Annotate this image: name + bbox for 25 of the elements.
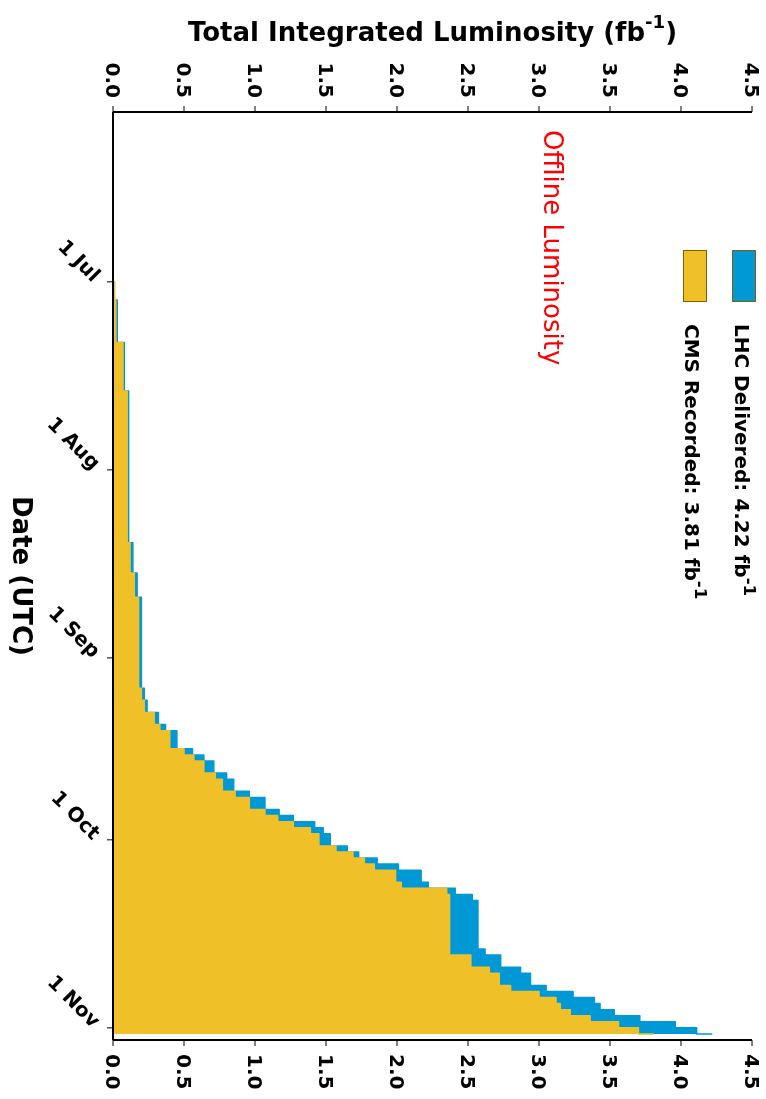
x2-tick-label: 0.0 [101,62,125,98]
x2-tick-label: 4.5 [740,62,764,98]
x-tick-label: 2.0 [385,1054,409,1090]
x-tick-label: 3.0 [527,1054,551,1090]
y-tick-label: 1 Oct [46,785,106,845]
x2-tick-label: 3.5 [598,62,622,98]
x-tick-label: 1.5 [314,1054,338,1090]
x2-tick-label: 0.5 [172,62,196,98]
y-tick-label: 1 Jul [53,234,106,287]
x-tick-label: 1.0 [243,1054,267,1090]
x-tick-label: 0.0 [101,1054,125,1090]
annotation: Offline Luminosity [538,130,568,366]
x2-tick-label: 2.0 [385,62,409,98]
x-tick-label: 4.5 [740,1054,764,1090]
x-tick-label: 4.0 [669,1054,693,1090]
x2-tick-label: 1.0 [243,62,267,98]
x-tick-label: 0.5 [172,1054,196,1090]
x2-axis-title: Total Integrated Luminosity (fb$^{-1}$) [187,11,678,47]
x2-tick-label: 1.5 [314,62,338,98]
x-tick-label: 3.5 [598,1054,622,1090]
y-axis-title: Date (UTC) [7,496,37,656]
x-tick-label: 2.5 [456,1054,480,1090]
x2-tick-label: 3.0 [527,62,551,98]
x2-tick-label: 2.5 [456,62,480,98]
x2-tick-label: 4.0 [669,62,693,98]
